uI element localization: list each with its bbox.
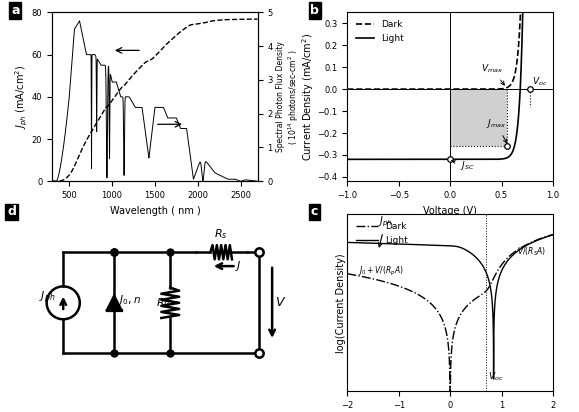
Light [533,238,540,243]
Light [441,157,448,162]
Legend: Dark, Light: Dark, Light [352,219,412,248]
Dark [441,87,448,91]
Text: $J_0+V/(R_pA)$: $J_0+V/(R_pA)$ [358,265,404,278]
Light [490,377,497,382]
X-axis label: Wavelength ( nm ): Wavelength ( nm ) [109,206,200,215]
Light [344,157,351,162]
Dark [432,306,439,311]
Light [493,285,500,290]
Dark [344,87,351,91]
Line: Dark: Dark [347,234,553,412]
Text: $J_{ph}$: $J_{ph}$ [378,215,393,247]
Text: $V_{oc}$: $V_{oc}$ [488,370,504,383]
Light [510,147,517,152]
Dark [442,325,449,330]
Legend: Dark, Light: Dark, Light [352,17,407,47]
Light [543,234,550,239]
Dark [510,77,517,82]
Light [344,240,351,245]
Dark [493,270,500,275]
Bar [450,89,507,146]
Text: $V$: $V$ [276,296,287,309]
Text: $J_{SC}$: $J_{SC}$ [452,159,475,172]
Y-axis label: log(Current Density): log(Current Density) [336,253,346,353]
Text: d: d [7,206,16,218]
Text: a: a [11,4,20,17]
Text: $J$: $J$ [235,259,242,273]
Text: $R_P$: $R_P$ [156,296,171,310]
Text: c: c [310,206,318,218]
Line: Dark: Dark [347,0,558,89]
Dark [543,234,550,239]
Text: $J_{ph}$: $J_{ph}$ [39,290,56,306]
Dark [430,304,437,309]
Dark [549,232,556,237]
Light [430,243,437,248]
Line: Light: Light [347,0,558,159]
Light [432,243,439,248]
Dark [446,87,453,91]
X-axis label: Voltage (V): Voltage (V) [423,206,477,215]
Light [442,243,449,248]
Dark [344,271,351,276]
Dark [533,238,540,243]
Text: $V_{max}$: $V_{max}$ [481,63,504,85]
Y-axis label: Spectral Photon Flux Density
( 10$^{14}$ photons/sec-cm$^2$ ): Spectral Photon Flux Density ( 10$^{14}$… [276,41,301,152]
Text: $V_{oc}$: $V_{oc}$ [532,76,548,88]
Y-axis label: Current Density (mA/cm$^2$): Current Density (mA/cm$^2$) [301,33,316,161]
Polygon shape [107,296,121,310]
Line: Light: Light [347,235,553,379]
Dark [355,87,362,91]
Text: b: b [310,4,319,17]
Light [355,157,362,162]
Y-axis label: $J_{ph}$ (mA/cm$^2$): $J_{ph}$ (mA/cm$^2$) [14,65,30,129]
Text: $R_s$: $R_s$ [214,227,228,241]
Text: $J_{max}$: $J_{max}$ [486,117,507,143]
Light [446,157,453,162]
Text: $J_0, n$: $J_0, n$ [118,293,141,307]
Light [549,232,556,237]
Text: $V/(R_SA)$: $V/(R_SA)$ [517,246,546,258]
